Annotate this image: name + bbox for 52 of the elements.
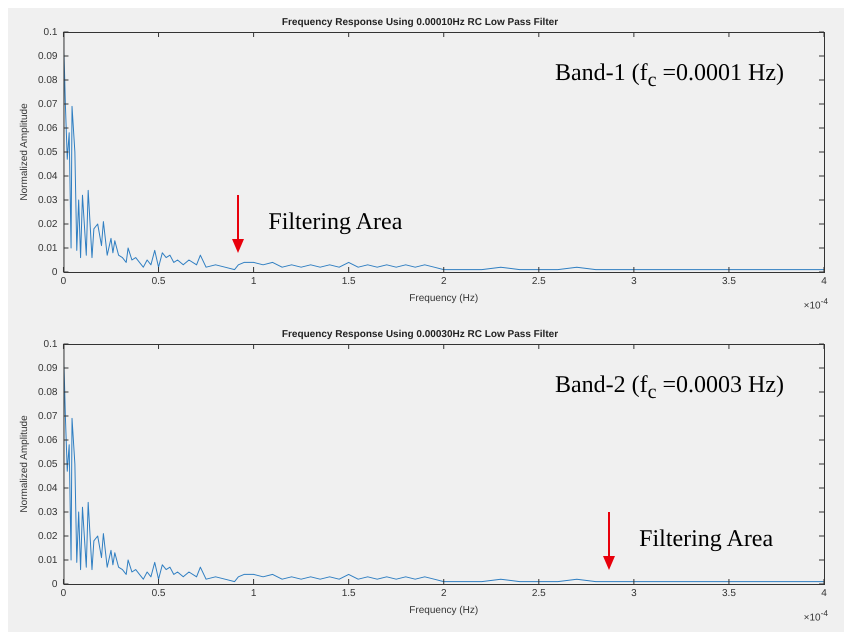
text: ×10$^{-4}$: [804, 296, 828, 312]
x-tick-label: 1.5: [342, 588, 356, 599]
x-tick-label: 1: [250, 588, 257, 599]
annotation: Filtering Area: [639, 526, 774, 553]
x-tick-label: 3.5: [722, 276, 736, 287]
y-tick-label: 0.01: [38, 242, 58, 254]
y-tick-label: 0.03: [38, 506, 58, 518]
annotation: Band-1 (f$_{c}$ =0.0001 Hz): [554, 60, 784, 92]
y-axis-title: Normalized Amplitude: [18, 102, 30, 201]
y-tick-label: 0.07: [38, 98, 58, 110]
x-tick-label: 1: [250, 276, 257, 287]
x-tick-label: 3: [631, 276, 638, 287]
y-tick-label: 0.04: [38, 482, 58, 494]
y-tick-label: 0.1: [44, 338, 58, 350]
y-tick-label: 0.09: [38, 362, 58, 374]
y-tick-label: 0.04: [38, 170, 58, 182]
y-tick-label: 0: [52, 578, 58, 590]
x-tick-label: 4: [821, 588, 828, 599]
y-tick-label: 0.07: [38, 410, 58, 422]
y-axis-title: Normalized Amplitude: [18, 414, 30, 513]
x-axis-title: Frequency (Hz): [409, 292, 478, 304]
x-tick-label: 2: [440, 276, 447, 287]
text: ×10$^{-4}$: [804, 608, 828, 624]
x-tick-label: 2: [440, 588, 447, 599]
annotation: Filtering Area: [268, 208, 402, 236]
chart-title: Frequency Response Using 0.00010Hz RC Low Pass Filter: [282, 16, 558, 28]
y-tick-label: 0.05: [38, 458, 58, 470]
x-tick-label: 3.5: [722, 588, 736, 599]
x-tick-label: 0: [60, 588, 67, 599]
annotation: Band-2 (f$_{c}$ =0.0003 Hz): [554, 372, 784, 404]
y-tick-label: 0.01: [38, 554, 58, 566]
y-tick-label: 0.1: [44, 26, 58, 38]
x-tick-label: 1.5: [342, 276, 356, 287]
x-tick-label: 0.5: [152, 276, 166, 287]
y-tick-label: 0.08: [38, 386, 58, 398]
y-tick-label: 0.09: [38, 50, 58, 62]
y-tick-label: 0.06: [38, 122, 58, 134]
y-tick-label: 0.02: [38, 530, 58, 542]
y-tick-label: 0.03: [38, 194, 58, 206]
chart-title: Frequency Response Using 0.00030Hz RC Low Pass Filter: [282, 328, 558, 340]
x-tick-label: 2.5: [532, 276, 546, 287]
x-tick-label: 4: [821, 276, 828, 287]
y-tick-label: 0.06: [38, 434, 58, 446]
y-tick-label: 0.08: [38, 74, 58, 86]
y-tick-label: 0: [52, 266, 58, 278]
x-tick-label: 3: [631, 588, 638, 599]
x-tick-label: 2.5: [532, 588, 546, 599]
x-axis-title: Frequency (Hz): [409, 604, 478, 616]
y-tick-label: 0.02: [38, 218, 58, 230]
y-tick-label: 0.05: [38, 146, 58, 158]
x-tick-label: 0.5: [152, 588, 166, 599]
x-tick-label: 0: [60, 276, 67, 287]
